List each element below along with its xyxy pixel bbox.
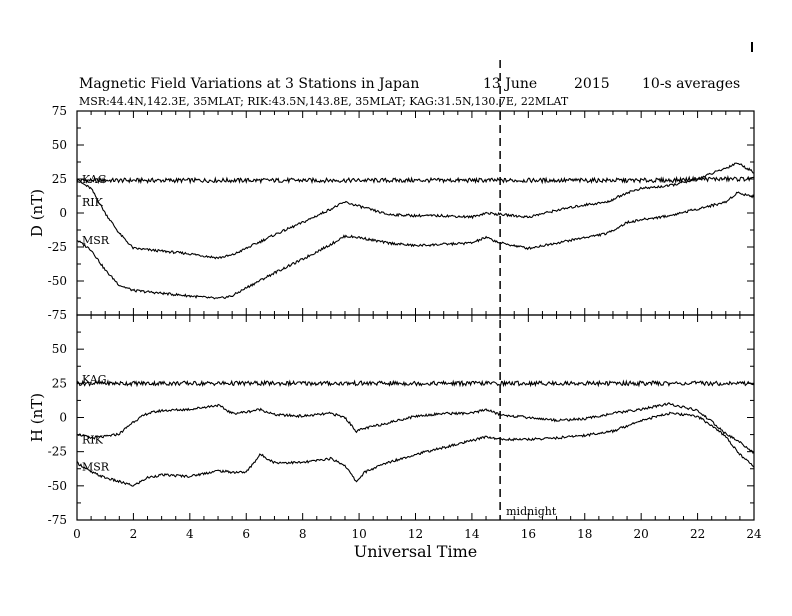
x-tick-label: 0 xyxy=(73,527,81,541)
h-ytick-label: 25 xyxy=(52,376,67,390)
h-ytick-label: -75 xyxy=(48,513,67,527)
d-label-msr: MSR xyxy=(82,234,110,247)
d-ytick-label: -50 xyxy=(48,274,67,288)
x-tick-label: 14 xyxy=(464,527,480,541)
x-tick-label: 20 xyxy=(634,527,649,541)
d-label-kag: KAG xyxy=(82,173,107,186)
d-label-rik: RIK xyxy=(82,196,104,209)
h-label-rik: RIK xyxy=(82,433,104,446)
h-label-msr: MSR xyxy=(82,461,110,474)
x-tick-label: 8 xyxy=(299,527,307,541)
d-ytick-label: -75 xyxy=(48,308,67,322)
d-series-rik xyxy=(76,162,755,260)
x-tick-label: 6 xyxy=(242,527,250,541)
x-tick-label: 22 xyxy=(690,527,705,541)
d-ytick-label: 75 xyxy=(52,104,67,118)
h-label-kag: KAG xyxy=(82,373,107,386)
d-y-axis-label: D (nT) xyxy=(28,189,46,237)
x-tick-label: 16 xyxy=(521,527,536,541)
d-ytick-label: 50 xyxy=(52,138,67,152)
x-tick-label: 10 xyxy=(351,527,366,541)
h-y-axis-label: H (nT) xyxy=(28,393,46,442)
stations-subtitle: MSR:44.4N,142.3E, 35MLAT; RIK:43.5N,143.… xyxy=(79,95,569,108)
x-tick-label: 4 xyxy=(186,527,194,541)
chart-title: Magnetic Field Variations at 3 Stations … xyxy=(79,76,419,92)
d-series-kag xyxy=(76,174,755,185)
x-axis-label: Universal Time xyxy=(354,542,477,561)
h-series-msr xyxy=(76,411,755,487)
h-ytick-label: 50 xyxy=(52,342,67,356)
chart-year: 2015 xyxy=(574,76,610,92)
d-panel-frame xyxy=(76,110,755,316)
d-series-msr xyxy=(76,191,755,300)
x-tick-label: 18 xyxy=(577,527,592,541)
declination-panel: -75 -50 -25 0 25 50 75 D (nT) KAG RIK MSR xyxy=(28,104,755,322)
h-ytick-label: -25 xyxy=(48,445,67,459)
h-series-rik xyxy=(77,402,755,454)
h-ytick-label: -50 xyxy=(48,479,67,493)
d-ytick-label: 0 xyxy=(59,206,67,220)
h-series-kag xyxy=(76,379,755,388)
x-tick-label: 2 xyxy=(130,527,138,541)
h-ytick-label: 0 xyxy=(59,411,67,425)
x-tick-label: 12 xyxy=(408,527,423,541)
midnight-label: midnight xyxy=(506,505,557,518)
chart-averaging: 10-s averages xyxy=(642,76,740,92)
x-tick-label: 24 xyxy=(746,527,762,541)
d-ytick-label: 25 xyxy=(52,172,67,186)
d-ytick-label: -25 xyxy=(48,240,67,254)
chart-date: 13 June xyxy=(483,76,537,92)
